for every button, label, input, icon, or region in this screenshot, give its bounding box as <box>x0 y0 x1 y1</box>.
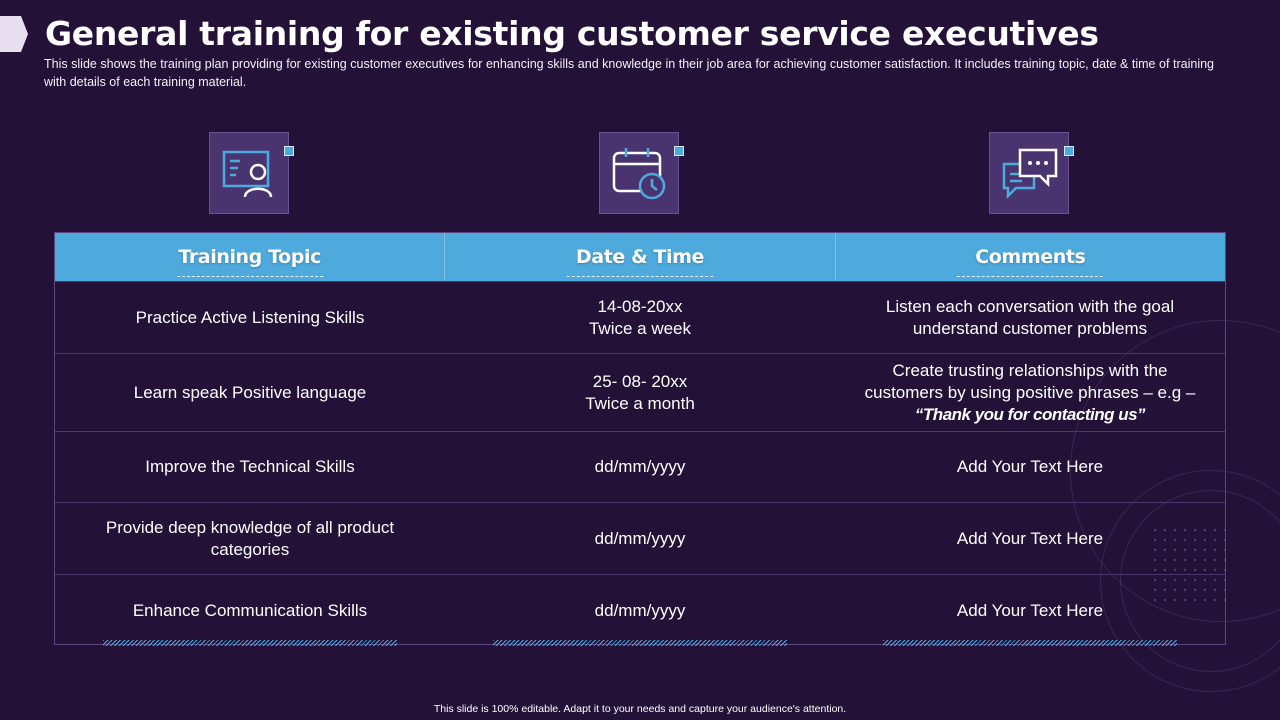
table-row: Learn speak Positive language 25- 08- 20… <box>55 353 1225 431</box>
comment-cell: Add Your Text Here <box>956 528 1104 548</box>
chat-bubbles-icon <box>1002 148 1058 200</box>
date-cell: dd/mm/yyyy <box>594 457 686 476</box>
hatch-decoration <box>883 640 1177 646</box>
decorative-circles <box>1060 320 1280 720</box>
header-comments: Comments <box>834 233 1225 281</box>
comment-cell: Listen each conversation with the goal un… <box>885 296 1175 338</box>
training-table: Training Topic Date & Time Comments Prac… <box>54 232 1226 645</box>
date-cell: dd/mm/yyyy <box>594 600 686 620</box>
header-date-time: Date & Time <box>444 233 834 281</box>
topic-cell: Learn speak Positive language <box>133 382 367 402</box>
comment-cell: Add Your Text Here <box>956 457 1104 476</box>
hatch-decoration <box>103 640 397 646</box>
table-row: Practice Active Listening Skills 14-08-2… <box>55 281 1225 353</box>
topic-cell: Enhance Communication Skills <box>132 600 368 620</box>
date-cell: 25- 08- 20xx Twice a month <box>585 371 695 413</box>
hatch-decoration <box>493 640 787 646</box>
calendar-clock-icon-box <box>599 132 684 214</box>
comment-cell: Add Your Text Here <box>956 600 1104 620</box>
page-subtitle: This slide shows the training plan provi… <box>44 57 1214 89</box>
date-cell: dd/mm/yyyy <box>594 528 686 548</box>
title-tab-marker <box>0 16 28 52</box>
date-cell: 14-08-20xx Twice a week <box>588 296 692 338</box>
calendar-clock-icon <box>612 148 666 200</box>
table-header: Training Topic Date & Time Comments <box>55 233 1225 281</box>
chat-bubbles-icon-box <box>989 132 1074 214</box>
table-row: Enhance Communication Skills dd/mm/yyyy … <box>55 574 1225 646</box>
header-training-topic: Training Topic <box>55 233 444 281</box>
page-title: General training for existing customer s… <box>45 14 1099 53</box>
table-row: Provide deep knowledge of all product cat… <box>55 502 1225 574</box>
presenter-icon <box>222 150 273 198</box>
topic-cell: Improve the Technical Skills <box>145 457 355 476</box>
footer-note: This slide is 100% editable. Adapt it to… <box>433 703 847 715</box>
topic-cell: Provide deep knowledge of all product cat… <box>105 517 395 559</box>
table-row: Improve the Technical Skills dd/mm/yyyy … <box>55 431 1225 502</box>
presenter-icon-box <box>209 132 294 214</box>
topic-cell: Practice Active Listening Skills <box>135 307 365 327</box>
comment-cell: Create trusting relationships with the cu… <box>864 360 1196 424</box>
